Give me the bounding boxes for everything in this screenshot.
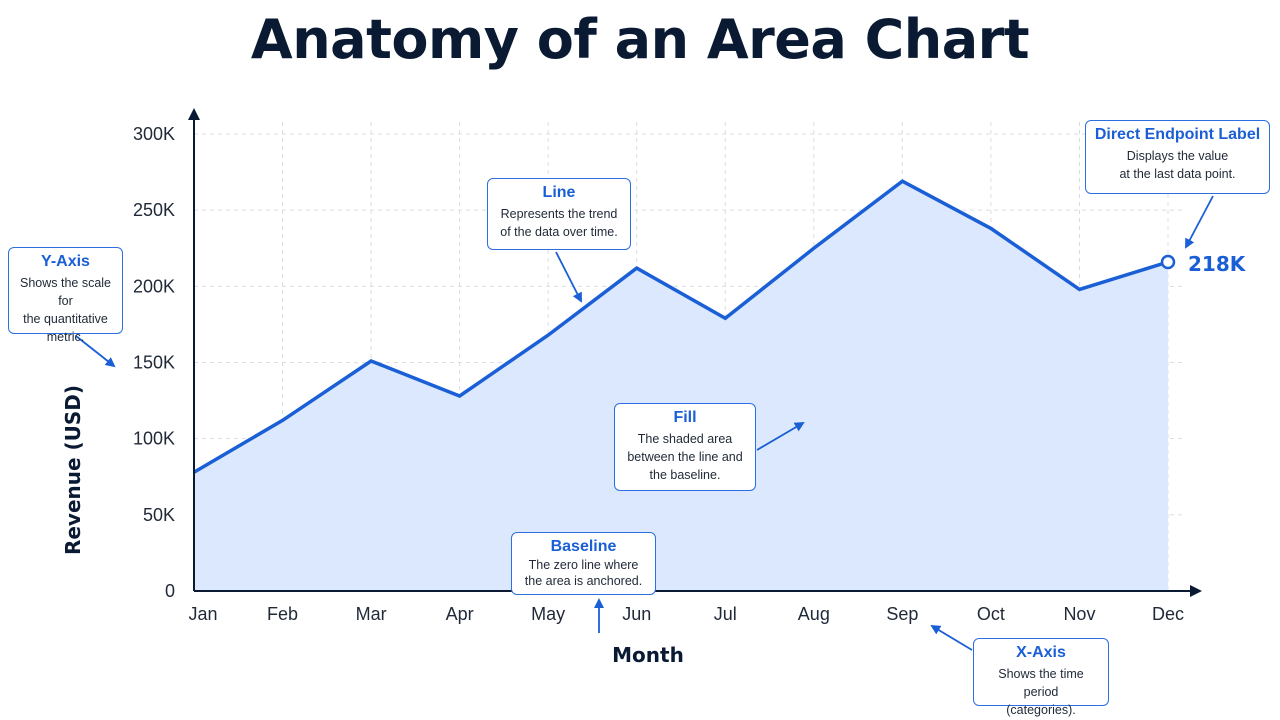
y-axis-callout-line-2: the quantitative xyxy=(23,312,108,326)
y-tick-label-0: 0 xyxy=(165,581,175,601)
x-axis-callout-title: X-Axis xyxy=(1016,644,1066,661)
line-callout-arrow xyxy=(555,251,582,303)
axes xyxy=(188,108,1202,597)
x-tick-label-jul: Jul xyxy=(714,604,737,624)
y-axis-callout-arrow xyxy=(75,335,116,368)
x-axis-title: Month xyxy=(612,643,684,667)
x-tick-label-apr: Apr xyxy=(446,604,474,624)
area-fill xyxy=(194,181,1168,591)
fill-callout: Fill The shaded area between the line an… xyxy=(614,403,756,491)
data-point-sep xyxy=(900,179,904,183)
data-point-mar xyxy=(369,359,373,363)
data-point-jun xyxy=(635,266,639,270)
y-axis-callout-line-3: metric. xyxy=(46,330,85,344)
x-tick-label-jun: Jun xyxy=(622,604,651,624)
line-callout-line-2: of the data over time. xyxy=(500,225,618,239)
baseline-callout-line-2: the area is anchored. xyxy=(524,574,643,588)
y-tick-label-6: 300K xyxy=(133,124,175,144)
fill-callout-line-3: the baseline. xyxy=(649,468,721,482)
data-point-aug xyxy=(812,246,816,250)
fill-callout-arrow xyxy=(756,421,805,451)
y-tick-label-5: 250K xyxy=(133,200,175,220)
line-callout-title: Line xyxy=(542,184,576,201)
x-tick-label-may: May xyxy=(531,604,565,624)
fill-callout-line-1: The shaded area xyxy=(637,432,733,446)
baseline-callout-line-1: The zero line where xyxy=(528,558,639,572)
trend-line xyxy=(193,179,1169,474)
x-tick-label-mar: Mar xyxy=(356,604,387,624)
line-callout: Line Represents the trend of the data ov… xyxy=(487,178,631,250)
data-point-may xyxy=(546,333,550,337)
x-axis-callout-arrow xyxy=(930,624,973,651)
endpoint-callout: Direct Endpoint Label Displays the value… xyxy=(1085,120,1270,194)
y-tick-label-3: 150K xyxy=(133,353,175,373)
endpoint-marker xyxy=(1160,254,1176,270)
y-tick-label-4: 200K xyxy=(133,276,175,296)
data-point-feb xyxy=(281,418,285,422)
y-axis-title: Revenue (USD) xyxy=(61,385,85,555)
chart-title: Anatomy of an Area Chart xyxy=(250,8,1030,71)
x-tick-labels: Jan Feb Mar Apr May Jun Jul Aug Sep Oct Nov Dec xyxy=(188,604,1184,624)
x-tick-label-jan: Jan xyxy=(188,604,217,624)
callout-arrows xyxy=(75,195,1214,651)
x-tick-label-dec: Dec xyxy=(1152,604,1184,624)
data-point-apr xyxy=(458,394,462,398)
y-axis-callout: Y-Axis Shows the scale for the quantitat… xyxy=(8,247,123,344)
y-tick-labels: 0 50K 100K 150K 200K 250K 300K xyxy=(133,124,175,601)
endpoint-value-label: 218K xyxy=(1188,252,1247,276)
line-callout-line-1: Represents the trend xyxy=(500,207,618,221)
data-point-oct xyxy=(989,226,993,230)
y-tick-label-1: 50K xyxy=(143,505,175,525)
x-tick-label-aug: Aug xyxy=(798,604,830,624)
x-axis-callout-line-1: Shows the time period xyxy=(998,667,1084,699)
y-axis-callout-title: Y-Axis xyxy=(41,253,90,270)
y-axis-callout-line-1: Shows the scale for xyxy=(19,276,112,308)
x-tick-label-nov: Nov xyxy=(1063,604,1095,624)
x-tick-label-sep: Sep xyxy=(886,604,918,624)
x-axis-callout-line-2: (categories). xyxy=(1006,703,1076,717)
data-point-nov xyxy=(1077,287,1081,291)
endpoint-callout-arrow xyxy=(1185,195,1214,249)
fill-callout-line-2: between the line and xyxy=(627,450,743,464)
x-tick-label-oct: Oct xyxy=(977,604,1005,624)
endpoint-callout-line-1: Displays the value xyxy=(1126,149,1229,163)
data-point-jul xyxy=(723,316,727,320)
endpoint-group: 218K xyxy=(1160,252,1247,276)
x-tick-label-feb: Feb xyxy=(267,604,298,624)
x-axis-callout: X-Axis Shows the time period (categories… xyxy=(973,638,1109,717)
baseline-callout-title: Baseline xyxy=(550,538,617,555)
y-tick-label-2: 100K xyxy=(133,429,175,449)
fill-callout-title: Fill xyxy=(673,409,697,426)
endpoint-callout-line-2: at the last data point. xyxy=(1119,167,1236,181)
baseline-callout: Baseline The zero line where the area is… xyxy=(511,532,656,595)
endpoint-callout-title: Direct Endpoint Label xyxy=(1094,126,1261,143)
